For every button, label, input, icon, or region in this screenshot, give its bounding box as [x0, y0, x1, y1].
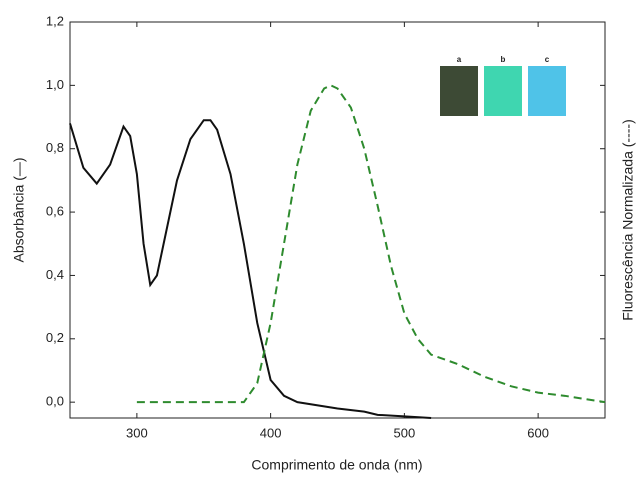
inset-label: b [501, 55, 506, 64]
inset-image [484, 66, 522, 116]
inset-image [440, 66, 478, 116]
data-line [69, 119, 432, 419]
inset-label: c [545, 55, 550, 64]
x-axis-title: Comprimento de onda (nm) [251, 457, 422, 473]
y-tick-label: 1,2 [46, 13, 64, 28]
y-tick-label: 0,8 [46, 140, 64, 155]
inset-image [528, 66, 566, 116]
plot-frame [69, 21, 606, 419]
data-line [136, 84, 606, 404]
y-tick-label: 0,0 [46, 394, 64, 409]
inset-label: a [457, 55, 462, 64]
y-tick-label: 0,4 [46, 267, 64, 282]
x-tick-label: 600 [527, 425, 549, 440]
y-tick-label: 0,6 [46, 204, 64, 219]
y-tick-label: 1,0 [46, 77, 64, 92]
x-tick-label: 400 [260, 425, 282, 440]
y-axis-title: Absorbância (—) [11, 157, 27, 262]
y-tick-label: 0,2 [46, 330, 64, 345]
x-tick-label: 300 [126, 425, 148, 440]
inset: a b c [440, 55, 566, 116]
y2-axis-title: Fluorescência Normalizada (----) [620, 119, 636, 321]
x-tick-label: 500 [394, 425, 416, 440]
